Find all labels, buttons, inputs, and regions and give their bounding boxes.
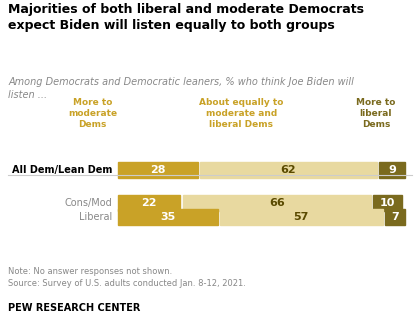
- Text: Majorities of both liberal and moderate Democrats
expect Biden will listen equal: Majorities of both liberal and moderate …: [8, 3, 365, 32]
- Text: PEW RESEARCH CENTER: PEW RESEARCH CENTER: [8, 303, 141, 313]
- Text: All Dem/Lean Dem: All Dem/Lean Dem: [11, 165, 112, 175]
- Text: Note: No answer responses not shown.
Source: Survey of U.S. adults conducted Jan: Note: No answer responses not shown. Sou…: [8, 267, 246, 288]
- Text: Among Democrats and Democratic leaners, % who think Joe Biden will
listen ...: Among Democrats and Democratic leaners, …: [8, 77, 354, 100]
- Bar: [183, 195, 371, 211]
- Text: More to
liberal
Dems: More to liberal Dems: [356, 98, 396, 129]
- Text: 7: 7: [391, 212, 399, 222]
- Bar: [118, 210, 218, 225]
- Text: Cons/Mod: Cons/Mod: [64, 198, 112, 208]
- Text: 9: 9: [388, 165, 396, 175]
- Bar: [220, 210, 383, 225]
- Text: 62: 62: [281, 165, 296, 175]
- Bar: [373, 195, 402, 211]
- Text: 28: 28: [150, 165, 165, 175]
- Text: 10: 10: [380, 198, 396, 208]
- Text: 35: 35: [160, 212, 175, 222]
- Text: About equally to
moderate and
liberal Dems: About equally to moderate and liberal De…: [200, 98, 284, 129]
- Text: 66: 66: [269, 198, 285, 208]
- Bar: [379, 162, 405, 178]
- Text: More to
moderate
Dems: More to moderate Dems: [68, 98, 117, 129]
- Text: 57: 57: [294, 212, 309, 222]
- Bar: [200, 162, 377, 178]
- Bar: [118, 162, 197, 178]
- Text: Liberal: Liberal: [79, 212, 112, 222]
- Bar: [118, 195, 181, 211]
- Text: 22: 22: [141, 198, 157, 208]
- Bar: [385, 210, 405, 225]
